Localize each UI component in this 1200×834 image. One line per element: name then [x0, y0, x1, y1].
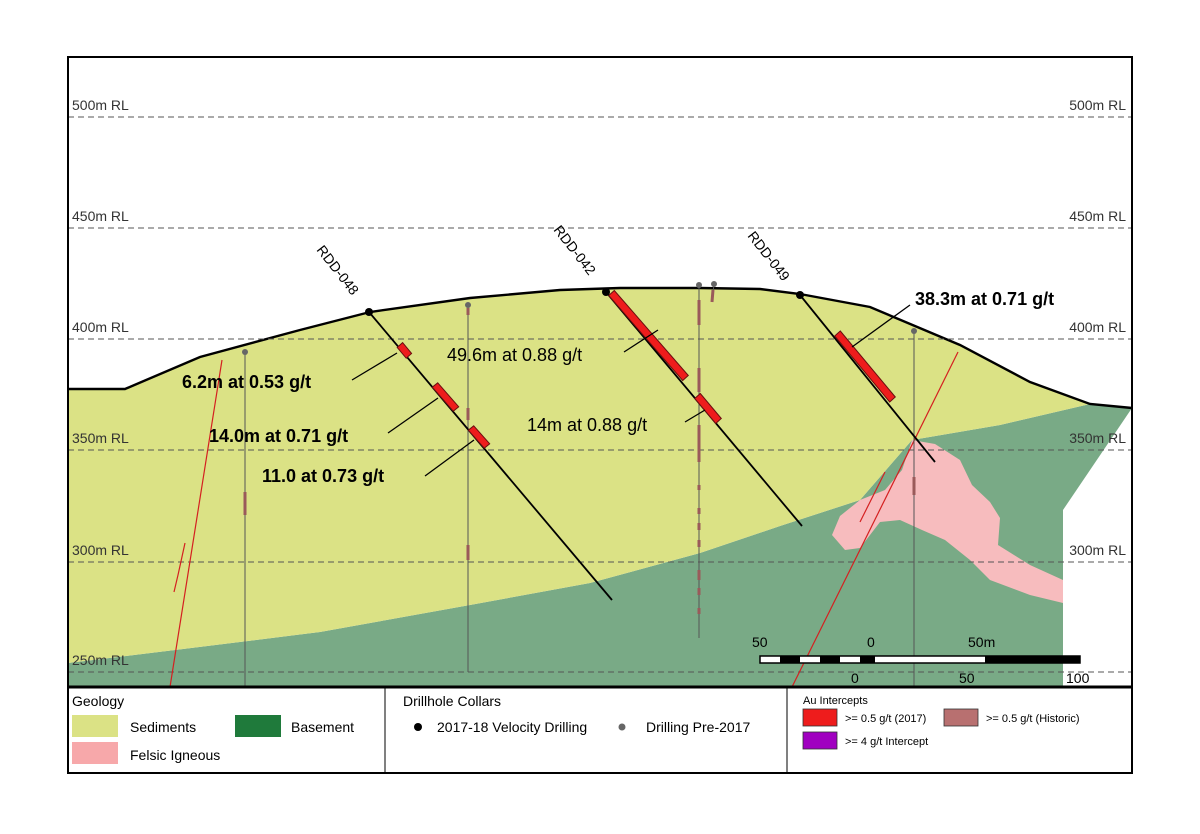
fault-lines: [169, 351, 959, 688]
collar-rdd-042: [602, 288, 610, 296]
collars: [242, 281, 917, 355]
intercept-label-6-2m: 6.2m at 0.53 g/t: [182, 372, 311, 392]
scale-bar: [759, 655, 1081, 664]
legend-au-title: Au Intercepts: [803, 695, 868, 707]
rl-label-350-left: 350m RL: [72, 430, 129, 446]
intercept-label-49-6m: 49.6m at 0.88 g/t: [447, 345, 582, 365]
rl-gridlines: [68, 116, 1132, 673]
sediments-unit: [68, 288, 1090, 663]
legend-high-swatch: [802, 731, 838, 750]
legend-high-label: >= 4 g/t Intercept: [845, 736, 928, 748]
legend-velocity-label: 2017-18 Velocity Drilling: [437, 719, 587, 735]
legend: Geology Sediments Basement Felsic Igneou…: [72, 687, 1080, 773]
scale-label-top-0: 0: [867, 634, 875, 650]
legend-2017-swatch: [802, 708, 838, 727]
legend-sediments-label: Sediments: [130, 719, 196, 735]
rl-label-500-right: 500m RL: [1069, 97, 1126, 113]
legend-pre2017-label: Drilling Pre-2017: [646, 719, 750, 735]
collar-pre2017: [711, 281, 717, 287]
rl-label-500-left: 500m RL: [72, 97, 129, 113]
rl-label-450-left: 450m RL: [72, 208, 129, 224]
legend-basement-swatch: [235, 715, 281, 737]
basement-unit: [68, 404, 1132, 687]
rl-label-300-left: 300m RL: [72, 542, 129, 558]
topography-line: [68, 286, 1133, 410]
legend-historic-label: >= 0.5 g/t (Historic): [986, 713, 1080, 725]
intercept-label-11-0: 11.0 at 0.73 g/t: [262, 466, 384, 486]
intercept-label-14-0m: 14.0m at 0.71 g/t: [209, 426, 348, 446]
intercepts-2017: [396, 289, 896, 449]
intercept-label-38-3m: 38.3m at 0.71 g/t: [915, 289, 1054, 309]
legend-collars-title: Drillhole Collars: [403, 693, 501, 709]
legend-2017-label: >= 0.5 g/t (2017): [845, 713, 926, 725]
collar-pre2017: [465, 302, 471, 308]
felsic-igneous-unit: [832, 440, 1063, 603]
legend-geology-title: Geology: [72, 693, 124, 709]
rl-label-350-right: 350m RL: [1069, 430, 1126, 446]
legend-historic-swatch: [943, 708, 979, 727]
legend-velocity-dot: [414, 723, 422, 731]
scale-label-bottom-100: 100: [1066, 670, 1090, 686]
scale-label-bottom-50: 50: [959, 670, 975, 686]
rl-label-450-right: 450m RL: [1069, 208, 1126, 224]
scale-label-top-50: 50: [752, 634, 768, 650]
legend-felsic-swatch: [72, 742, 118, 764]
historic-intercepts: [243, 289, 916, 614]
legend-pre2017-dot: [618, 723, 626, 731]
collar-pre2017: [696, 282, 702, 288]
legend-basement-label: Basement: [291, 719, 354, 735]
leader-lines: [351, 304, 911, 477]
legend-felsic-label: Felsic Igneous: [130, 747, 220, 763]
collar-pre2017: [911, 328, 917, 334]
scale-label-top-50m: 50m: [968, 634, 995, 650]
rl-label-250-left: 250m RL: [72, 652, 129, 668]
collar-rdd-048: [365, 308, 373, 316]
rl-label-300-right: 300m RL: [1069, 542, 1126, 558]
rl-label-400-right: 400m RL: [1069, 319, 1126, 335]
collar-rdd-049: [796, 291, 804, 299]
intercept-label-14m: 14m at 0.88 g/t: [527, 415, 647, 435]
section-border: [67, 56, 1133, 774]
collar-pre2017: [242, 349, 248, 355]
scale-label-bottom-0: 0: [851, 670, 859, 686]
rl-label-400-left: 400m RL: [72, 319, 129, 335]
legend-sediments-swatch: [72, 715, 118, 737]
